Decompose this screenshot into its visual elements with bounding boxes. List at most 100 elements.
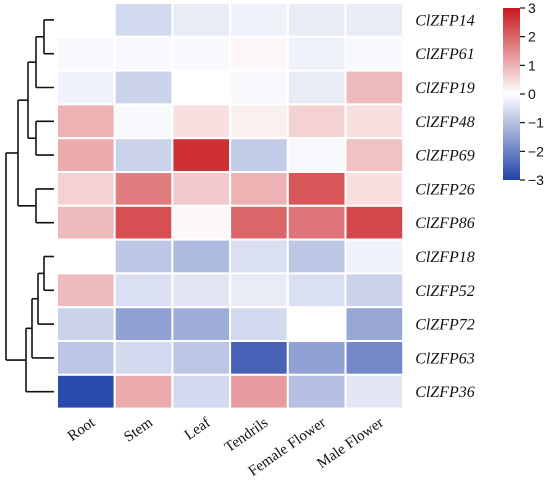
- heatmap-cell: [171, 238, 232, 275]
- heatmap-cell: [171, 2, 232, 38]
- heatmap-cell: [344, 340, 405, 376]
- heatmap-cell: [113, 238, 174, 275]
- heatmap-cell: [229, 35, 289, 72]
- colorbar: 3 2 1 0 −1 −2 −3: [503, 0, 544, 188]
- heatmap-cell: [171, 69, 232, 106]
- heatmap-cell: [286, 306, 347, 343]
- heatmap-cell: [344, 306, 405, 343]
- heatmap-cell: [56, 35, 116, 72]
- heatmap-cell: [229, 103, 289, 140]
- heatmap-cell: [344, 2, 405, 38]
- heatmap-cell: [286, 69, 347, 106]
- heatmap-cell: [286, 272, 347, 309]
- row-labels: ClZFP14 ClZFP61 ClZFP19 ClZFP48 ClZFP69 ClZFP…: [415, 12, 475, 401]
- heatmap-cell: [286, 340, 347, 376]
- column-label: Tendrils: [222, 415, 271, 456]
- heatmap-cell: [56, 137, 116, 173]
- colorbar-tick-label: 1: [528, 57, 536, 73]
- heatmap-cell: [56, 103, 116, 140]
- heatmap-cell: [171, 340, 232, 376]
- heatmap-cell: [113, 69, 174, 106]
- row-label: ClZFP63: [415, 350, 475, 367]
- row-label: ClZFP86: [415, 215, 475, 232]
- colorbar-tick-label: −3: [528, 172, 544, 188]
- heatmap-cell: [56, 272, 116, 309]
- heatmap-cell: [171, 373, 232, 410]
- heatmap-cell: [229, 204, 289, 241]
- row-label: ClZFP48: [415, 114, 475, 131]
- colorbar-tick-label: 3: [528, 0, 536, 16]
- column-label: Root: [65, 414, 99, 444]
- heatmap-cell: [113, 137, 174, 173]
- colorbar-tick-label: 0: [528, 86, 536, 102]
- heatmap-cell: [56, 69, 116, 106]
- heatmap-cell: [56, 171, 116, 207]
- heatmap-cell: [113, 2, 174, 38]
- heatmap-cell: [56, 340, 116, 376]
- heatmap-cells: [56, 2, 405, 410]
- heatmap-cell: [56, 373, 116, 410]
- heatmap-cell: [344, 137, 405, 173]
- heatmap-cell: [286, 137, 347, 173]
- row-label: ClZFP36: [415, 384, 475, 401]
- colorbar-tick-label: 2: [528, 29, 536, 45]
- row-label: ClZFP26: [415, 181, 475, 198]
- heatmap-cell: [229, 373, 289, 410]
- heatmap-cell: [344, 103, 405, 140]
- column-label: Stem: [121, 415, 156, 446]
- heatmap-cell: [56, 306, 116, 343]
- colorbar-gradient: [503, 8, 520, 180]
- row-label: ClZFP19: [415, 80, 475, 97]
- heatmap-cell: [113, 103, 174, 140]
- heatmap-cell: [286, 103, 347, 140]
- heatmap-cell: [171, 306, 232, 343]
- heatmap-cell: [171, 171, 232, 207]
- heatmap-cell: [344, 35, 405, 72]
- heatmap-cell: [171, 204, 232, 241]
- heatmap-cell: [286, 373, 347, 410]
- heatmap-cell: [113, 340, 174, 376]
- row-label: ClZFP52: [415, 283, 475, 300]
- heatmap-cell: [113, 35, 174, 72]
- heatmap-cell: [171, 137, 232, 173]
- heatmap-cell: [229, 171, 289, 207]
- heatmap-cell: [113, 272, 174, 309]
- row-label: ClZFP18: [415, 249, 475, 266]
- heatmap-cell: [286, 204, 347, 241]
- colorbar-tick-label: −2: [528, 143, 544, 159]
- heatmap-cell: [229, 306, 289, 343]
- row-label: ClZFP61: [415, 46, 475, 63]
- row-label: ClZFP14: [415, 12, 475, 29]
- heatmap-cell: [344, 171, 405, 207]
- column-label: Leaf: [182, 415, 214, 444]
- heatmap-cell: [286, 238, 347, 275]
- heatmap-cell: [344, 69, 405, 106]
- heatmap-cell: [113, 171, 174, 207]
- heatmap-cell: [56, 2, 116, 38]
- heatmap-cell: [171, 272, 232, 309]
- row-dendrogram: [5, 19, 54, 393]
- heatmap-cell: [171, 103, 232, 140]
- heatmap-cell: [113, 204, 174, 241]
- heatmap-cell: [286, 171, 347, 207]
- row-label: ClZFP69: [415, 148, 475, 165]
- row-label: ClZFP72: [415, 317, 475, 334]
- heatmap-cell: [344, 373, 405, 410]
- heatmap-cell: [286, 2, 347, 38]
- heatmap-cell: [229, 2, 289, 38]
- heatmap-cell: [229, 69, 289, 106]
- heatmap-cell: [229, 272, 289, 309]
- heatmap-cell: [113, 373, 174, 410]
- colorbar-tick-label: −1: [528, 115, 544, 131]
- heatmap-cell: [286, 35, 347, 72]
- heatmap-cell: [344, 238, 405, 275]
- heatmap-cell: [344, 272, 405, 309]
- heatmap-cell: [229, 238, 289, 275]
- heatmap-cell: [344, 204, 405, 241]
- heatmap-cell: [56, 238, 116, 275]
- heatmap-cell: [113, 306, 174, 343]
- heatmap-cell: [56, 204, 116, 241]
- heatmap-cell: [229, 137, 289, 173]
